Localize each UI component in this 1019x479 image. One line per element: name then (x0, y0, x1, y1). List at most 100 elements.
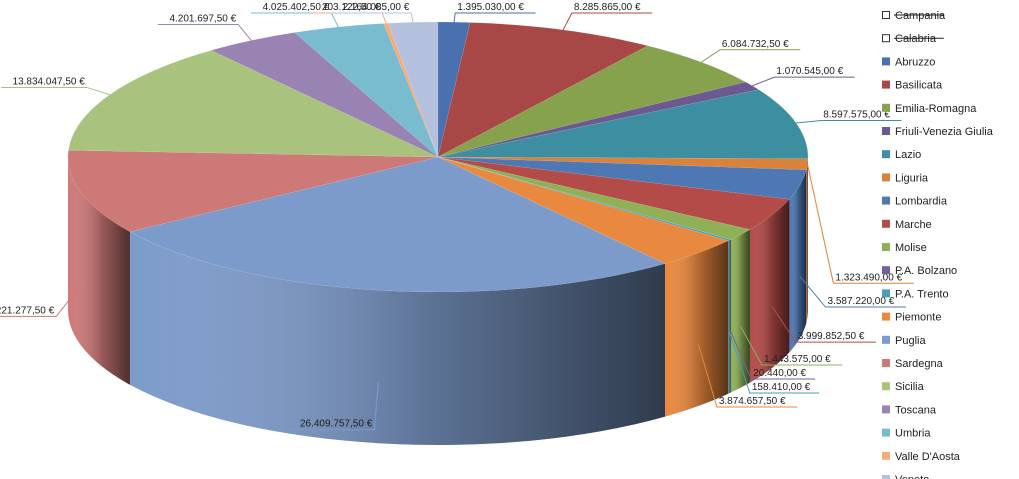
legend-label: Basilicata (895, 80, 943, 92)
data-label-sardegna: 10.221.277,50 € (0, 305, 55, 316)
data-label-basilicata: 8.285.865,00 € (574, 2, 641, 13)
pie-slice-veneto (387, 21, 439, 158)
legend-item-basilicata: Basilicata (882, 80, 943, 92)
leader-basilicata (562, 12, 653, 31)
pie-slice-toscana (210, 32, 439, 158)
pie-slice-friuli-venezia-giulia (437, 81, 760, 158)
pie-top (67, 21, 809, 293)
legend-label: Toscana (895, 404, 937, 416)
legend-swatch (882, 405, 890, 414)
legend-label: Liguria (895, 172, 929, 184)
data-label-sicilia: 13.834.047,50 € (13, 76, 86, 87)
legend-label: Abruzzo (895, 56, 935, 68)
legend-item-emilia-romagna: Emilia-Romagna (882, 103, 977, 115)
leader-sicilia (1, 86, 111, 96)
legend-label: Emilia-Romagna (895, 103, 977, 115)
legend-swatch (882, 335, 890, 344)
legend-swatch (882, 359, 890, 367)
legend-label: Valle D'Aosta (895, 451, 961, 463)
leader-piemonte (698, 344, 798, 408)
legend-item-piemonte: Piemonte (882, 312, 941, 324)
legend: Campania Calabria Abruzzo Basilicata Emilia-… (882, 10, 994, 479)
leader-valle-d-aosta (312, 12, 387, 24)
legend-label: Piemonte (895, 312, 941, 324)
legend-label: Campania (895, 10, 946, 22)
pie-slice-emilia-romagna (437, 45, 747, 158)
leader-p-a-bolzano (730, 331, 816, 380)
data-label-abruzzo: 1.395.030,00 € (457, 2, 524, 13)
legend-label: Sardegna (895, 358, 944, 370)
legend-label: P.A. Bolzano (895, 265, 957, 277)
pie-slice-molise (437, 156, 751, 240)
leader-molise (740, 326, 843, 366)
pie-slice-lazio (437, 89, 809, 160)
leader-emilia-romagna (701, 49, 801, 63)
data-label-emilia-romagna: 6.084.732,50 € (722, 39, 789, 50)
legend-swatch (882, 173, 890, 182)
data-label-piemonte: 3.874.657,50 € (719, 396, 786, 407)
legend-item-lombardia: Lombardia (882, 196, 948, 208)
leader-abruzzo (453, 12, 536, 23)
leader-p-a-trento (728, 331, 820, 394)
data-label-valle-d-aosta: 203.122,50 € (322, 2, 381, 13)
legend-item-valle-d-aosta: Valle D'Aosta (882, 451, 961, 463)
legend-swatch (882, 57, 890, 66)
pie-slice-puglia (129, 156, 666, 293)
legend-item-abruzzo: Abruzzo (882, 56, 935, 68)
legend-item-marche: Marche (882, 219, 932, 231)
legend-swatch (882, 312, 890, 321)
legend-swatch (882, 34, 890, 43)
legend-item-liguria: Liguria (882, 172, 929, 184)
pie-side-shade-sardegna (68, 157, 130, 385)
legend-item-puglia: Puglia (882, 335, 926, 347)
data-label-lombardia: 3.587.220,00 € (828, 296, 895, 307)
legend-label: Molise (895, 242, 927, 254)
pie-slice-piemonte (437, 156, 729, 264)
legend-label: Lombardia (895, 196, 948, 208)
legend-item-molise: Molise (882, 242, 927, 254)
leader-sardegna (0, 284, 82, 317)
leader-liguria (806, 164, 914, 284)
legend-label: Puglia (895, 335, 926, 347)
pie-slice-valle-d-aosta (383, 22, 439, 158)
pie-side-shade-molise (730, 229, 750, 393)
leader-toscana (157, 23, 252, 41)
leader-lombardia (799, 276, 906, 308)
pie-side-shade-liguria (806, 158, 808, 323)
data-label-umbria: 4.025.402,50 € (263, 2, 330, 13)
data-label-marche: 3.999.852,50 € (798, 331, 865, 342)
leader-marche (771, 306, 877, 343)
legend-swatch (882, 428, 890, 437)
data-label-liguria: 1.323.490,00 € (835, 272, 902, 283)
legend-swatch (882, 127, 890, 135)
pie-slice-marche (437, 156, 790, 230)
legend-label: Sicilia (895, 381, 925, 393)
legend-item-campania: Campania (882, 10, 946, 22)
pie-side-shade-p-a-trento (728, 239, 731, 394)
legend-swatch (882, 103, 890, 112)
pie-slice-abruzzo (437, 21, 471, 158)
legend-swatch (882, 80, 890, 89)
leader-veneto (331, 12, 414, 23)
data-label-p-a-trento: 158.410,00 € (752, 382, 811, 393)
legend-item-umbria: Umbria (882, 428, 931, 440)
legend-item-friuli-venezia-giulia: Friuli-Venezia Giulia (882, 126, 994, 138)
legend-swatch (882, 382, 890, 391)
legend-label: Marche (895, 219, 932, 231)
legend-item-sardegna: Sardegna (882, 358, 944, 370)
leader-lazio (796, 119, 902, 124)
pie-slice-p-a-trento (437, 156, 732, 241)
pie-leaders (0, 12, 914, 431)
pie-side-shade-marche (749, 199, 790, 383)
legend-swatch (882, 150, 890, 159)
legend-label: Umbria (895, 428, 931, 440)
legend-swatch (882, 451, 890, 460)
legend-item-lazio: Lazio (882, 149, 921, 161)
legend-item-p-a-trento: P.A. Trento (882, 288, 949, 300)
data-label-puglia: 26.409.757,50 € (300, 419, 373, 430)
pie-sides (68, 157, 808, 445)
leader-puglia (288, 381, 379, 431)
pie-slice-lombardia (437, 156, 807, 200)
legend-swatch (882, 266, 890, 275)
